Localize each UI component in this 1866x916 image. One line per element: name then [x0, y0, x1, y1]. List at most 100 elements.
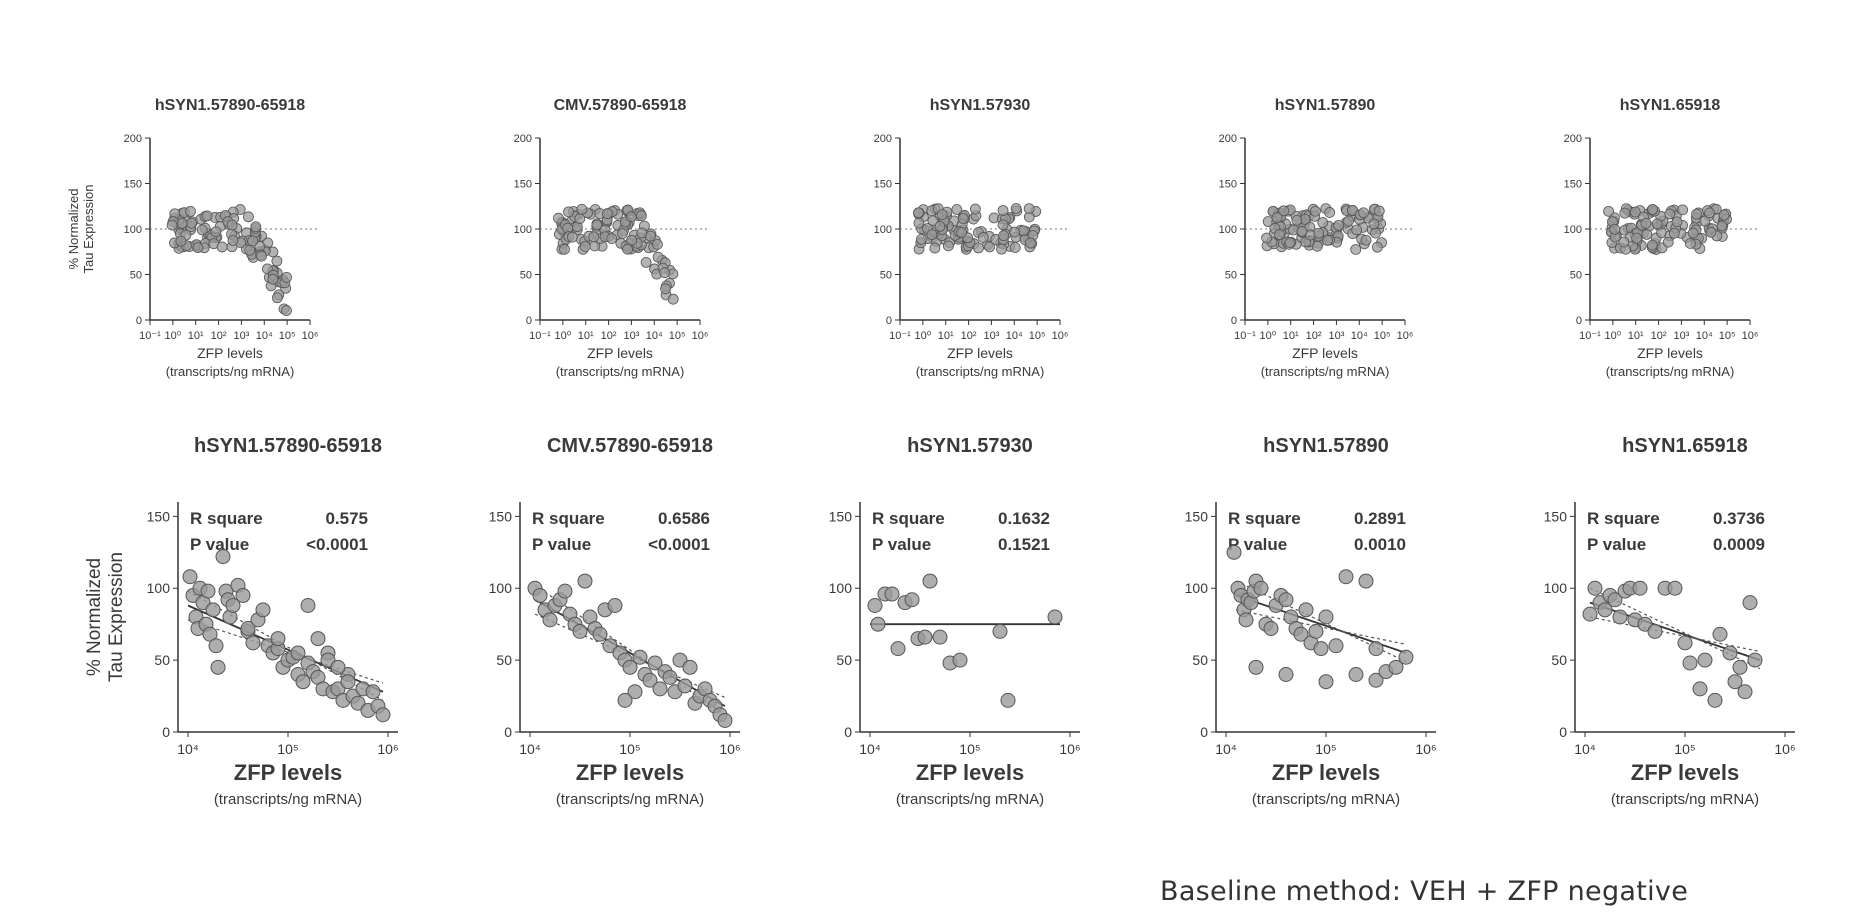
data-point [677, 678, 693, 694]
data-point [622, 243, 633, 255]
data-point [1328, 638, 1344, 654]
data-point [186, 217, 197, 229]
data-point [1318, 609, 1334, 625]
data-point [1718, 209, 1730, 221]
data-point [572, 623, 588, 639]
data-point [1248, 659, 1264, 675]
data-point [884, 586, 900, 602]
x-tick-label: 10² [961, 330, 977, 342]
stat-value: 0.3736 [1713, 509, 1765, 528]
data-point [1338, 569, 1354, 585]
data-point [1271, 212, 1283, 223]
data-point [916, 233, 927, 245]
data-point [1641, 228, 1653, 240]
x-tick-label: 10³ [233, 330, 249, 342]
y-tick-label: 0 [1231, 315, 1237, 327]
y-tick-label: 0 [1576, 315, 1582, 327]
x-tick-label: 10⁶ [1415, 741, 1436, 757]
y-tick-label: 100 [1219, 224, 1237, 236]
x-tick-label: 10⁴ [859, 741, 881, 757]
chart-panel-9: hSYN1.57890 0 50 100 150 10⁴ 10⁵ 10⁶ ZFP levels (… [1185, 435, 1437, 808]
data-point [256, 250, 267, 262]
x-tick-label: 10⁶ [1059, 741, 1080, 757]
chart-title: hSYN1.57890 [1275, 97, 1376, 114]
data-point [1278, 592, 1294, 608]
data-point [210, 659, 226, 675]
x-tick-label: 10⁵ [279, 330, 296, 342]
data-point [984, 241, 995, 253]
data-point [1371, 241, 1383, 253]
data-point [176, 217, 188, 229]
data-point [998, 230, 1009, 242]
data-point [281, 305, 292, 316]
data-point [175, 235, 187, 247]
y-tick-label: 50 [154, 652, 170, 668]
y-tick-label: 50 [1551, 652, 1567, 668]
data-point [1705, 226, 1717, 238]
y-tick-label: 0 [504, 724, 512, 740]
x-axis-label: ZFP levels [576, 760, 684, 785]
data-point [957, 213, 969, 224]
y-tick-label: 0 [162, 724, 170, 740]
data-point [1261, 232, 1273, 244]
data-point [652, 251, 664, 263]
x-axis-label: ZFP levels [1272, 760, 1380, 785]
x-axis-label: ZFP levels [234, 760, 342, 785]
data-point [934, 221, 946, 232]
x-axis-sublabel: (transcripts/ng mRNA) [1611, 791, 1759, 808]
data-point [250, 221, 262, 233]
data-point [577, 573, 593, 589]
stat-label: P value [872, 535, 931, 554]
data-point [1368, 672, 1384, 688]
data-point [196, 224, 208, 236]
x-tick-label: 10² [211, 330, 227, 342]
data-point [182, 569, 198, 585]
data-point [245, 635, 261, 651]
y-tick-label: 100 [829, 580, 853, 596]
x-tick-label: 10¹ [1628, 330, 1644, 342]
x-tick-label: 10⁴ [177, 741, 199, 757]
data-point [1687, 227, 1699, 239]
data-point [1603, 205, 1615, 217]
data-point [574, 213, 586, 225]
chart-title: hSYN1.57890 [1263, 435, 1389, 457]
data-point [270, 631, 286, 647]
x-axis-label: ZFP levels [916, 760, 1024, 785]
chart-panel-3: hSYN1.57930 0 50 100 150 200 10⁻¹ 10⁰ 10¹ 10² 10³ 1… [874, 97, 1070, 379]
x-axis-sublabel: (transcripts/ng mRNA) [916, 364, 1045, 379]
y-tick-label: 50 [496, 652, 512, 668]
y-tick-label: 100 [147, 580, 171, 596]
data-point [1284, 237, 1296, 248]
data-point [1607, 592, 1623, 608]
x-tick-label: 10³ [623, 330, 639, 342]
data-point [1742, 595, 1758, 611]
y-tick-label: 0 [1559, 724, 1567, 740]
x-tick-label: 10⁰ [1605, 330, 1622, 342]
stat-value: <0.0001 [306, 535, 368, 554]
x-tick-label: 10¹ [938, 330, 954, 342]
data-point [904, 592, 920, 608]
data-point [1358, 573, 1374, 589]
x-tick-label: 10⁶ [719, 741, 740, 757]
data-point [1313, 641, 1329, 657]
y-tick-label: 50 [520, 269, 532, 281]
x-tick-label: 10⁴ [256, 330, 273, 342]
data-point [1727, 674, 1743, 690]
x-axis-sublabel: (transcripts/ng mRNA) [166, 364, 295, 379]
x-axis-sublabel: (transcripts/ng mRNA) [1252, 791, 1400, 808]
y-tick-label: 0 [526, 315, 532, 327]
y-tick-label: 150 [1544, 508, 1568, 524]
data-point [890, 641, 906, 657]
data-point [271, 255, 283, 267]
data-point [1597, 602, 1613, 618]
data-point [1662, 236, 1674, 248]
data-point [662, 669, 678, 685]
x-axis-label: ZFP levels [587, 345, 653, 361]
data-point [1612, 609, 1628, 625]
y-tick-label: 0 [844, 724, 852, 740]
data-point [1722, 645, 1738, 661]
data-point [1278, 667, 1294, 682]
data-point [913, 217, 925, 229]
data-point [235, 587, 251, 603]
y-tick-label: 100 [1544, 580, 1568, 596]
